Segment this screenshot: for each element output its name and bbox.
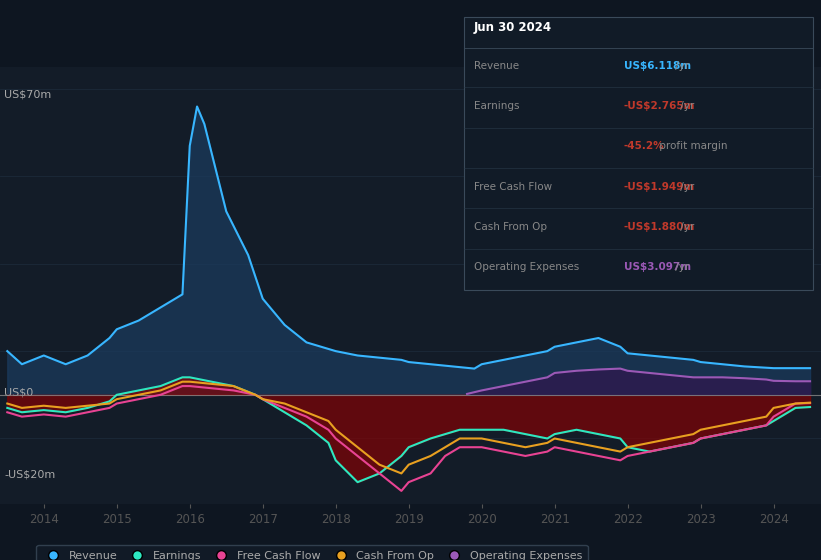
Text: Earnings: Earnings — [474, 101, 519, 111]
Text: Cash From Op: Cash From Op — [474, 222, 547, 232]
Text: -US$1.949m: -US$1.949m — [624, 181, 695, 192]
Text: -US$20m: -US$20m — [4, 470, 55, 480]
Text: -US$1.880m: -US$1.880m — [624, 222, 695, 232]
Text: -US$2.765m: -US$2.765m — [624, 101, 695, 111]
Text: US$6.118m: US$6.118m — [624, 60, 691, 71]
Text: /yr: /yr — [677, 222, 695, 232]
Text: Free Cash Flow: Free Cash Flow — [474, 181, 552, 192]
Text: /yr: /yr — [677, 101, 695, 111]
Text: Jun 30 2024: Jun 30 2024 — [474, 21, 552, 34]
Text: US$3.097m: US$3.097m — [624, 262, 691, 272]
Text: -45.2%: -45.2% — [624, 141, 664, 151]
Text: US$0: US$0 — [4, 388, 34, 398]
Text: profit margin: profit margin — [656, 141, 727, 151]
Text: /yr: /yr — [672, 262, 690, 272]
Text: US$70m: US$70m — [4, 89, 52, 99]
Text: /yr: /yr — [672, 60, 690, 71]
Text: /yr: /yr — [677, 181, 695, 192]
Text: Operating Expenses: Operating Expenses — [474, 262, 579, 272]
Legend: Revenue, Earnings, Free Cash Flow, Cash From Op, Operating Expenses: Revenue, Earnings, Free Cash Flow, Cash … — [36, 545, 588, 560]
Text: Revenue: Revenue — [474, 60, 519, 71]
